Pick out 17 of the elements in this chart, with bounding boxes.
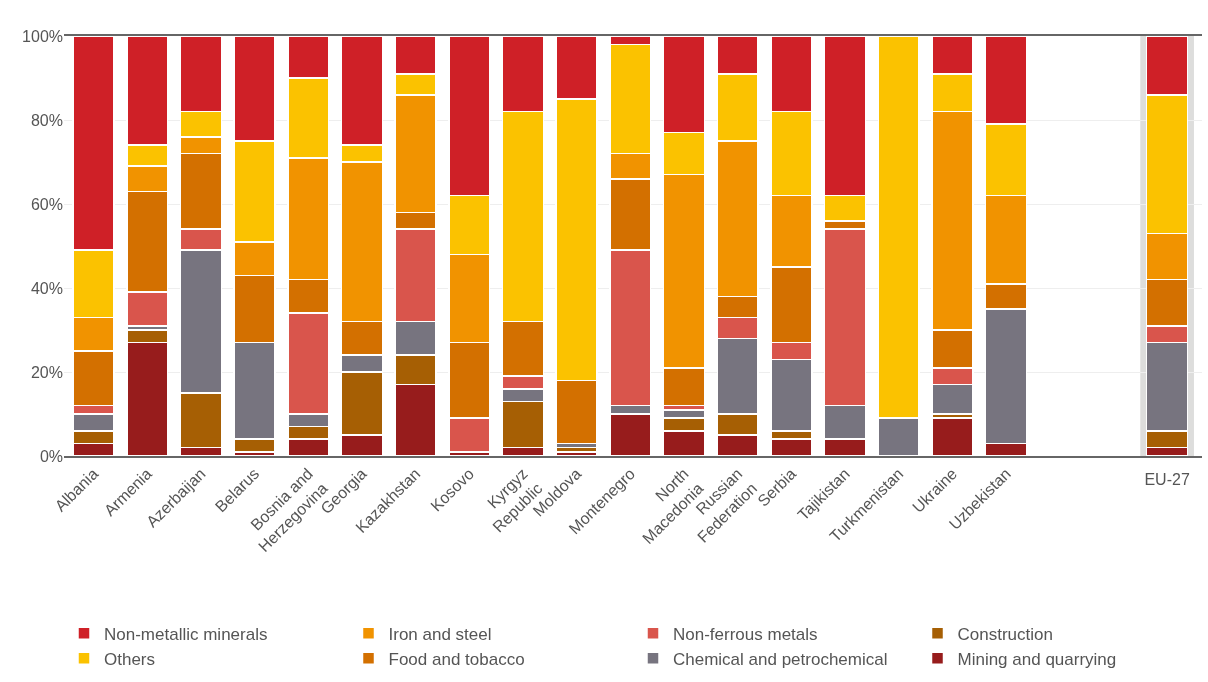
- y-tick-label: 20%: [30, 363, 63, 381]
- y-tick-label: 0%: [39, 447, 63, 465]
- legend-label: Others: [104, 649, 156, 669]
- x-tick-label: EU-27: [1144, 471, 1190, 488]
- y-tick-label: 100%: [22, 27, 63, 45]
- legend-label: Non-metallic minerals: [104, 624, 268, 644]
- bar: [555, 446, 598, 453]
- legend-label: Mining and quarrying: [957, 649, 1117, 669]
- legend-label: Iron and steel: [388, 624, 492, 644]
- legend-label: Chemical and petrochemical: [673, 649, 888, 669]
- legend-label: Food and tobacco: [388, 649, 525, 669]
- y-tick-label: 40%: [30, 279, 63, 297]
- legend-label: Construction: [957, 624, 1053, 644]
- legend-label: Non-ferrous metals: [673, 624, 818, 644]
- bar: [931, 417, 974, 456]
- y-tick-label: 80%: [30, 111, 63, 129]
- y-tick-label: 60%: [30, 195, 63, 213]
